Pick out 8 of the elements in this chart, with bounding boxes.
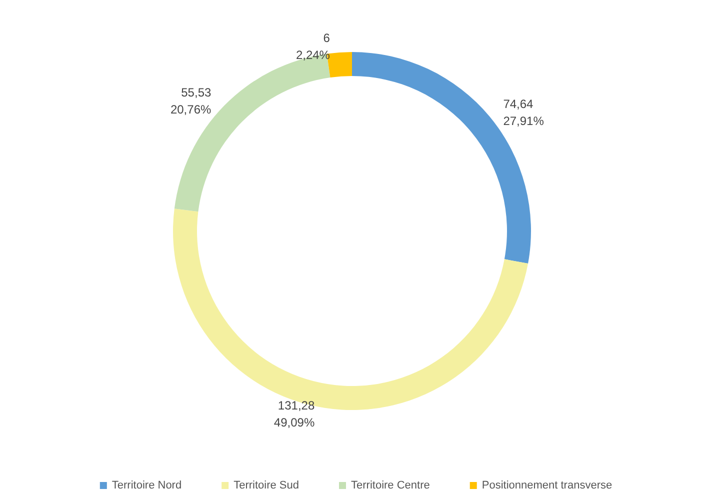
legend-label: Territoire Centre	[351, 480, 430, 492]
data-label: 74,64 27,91%	[503, 97, 544, 128]
data-label: 131,28 49,09%	[274, 398, 315, 430]
legend-label: Territoire Sud	[234, 480, 300, 492]
legend-label: Territoire Nord	[112, 480, 182, 492]
data-label: 55,53 20,76%	[170, 86, 212, 117]
legend-label: Positionnement transverse	[482, 480, 612, 492]
data-label: 6 2,24%	[296, 30, 330, 62]
